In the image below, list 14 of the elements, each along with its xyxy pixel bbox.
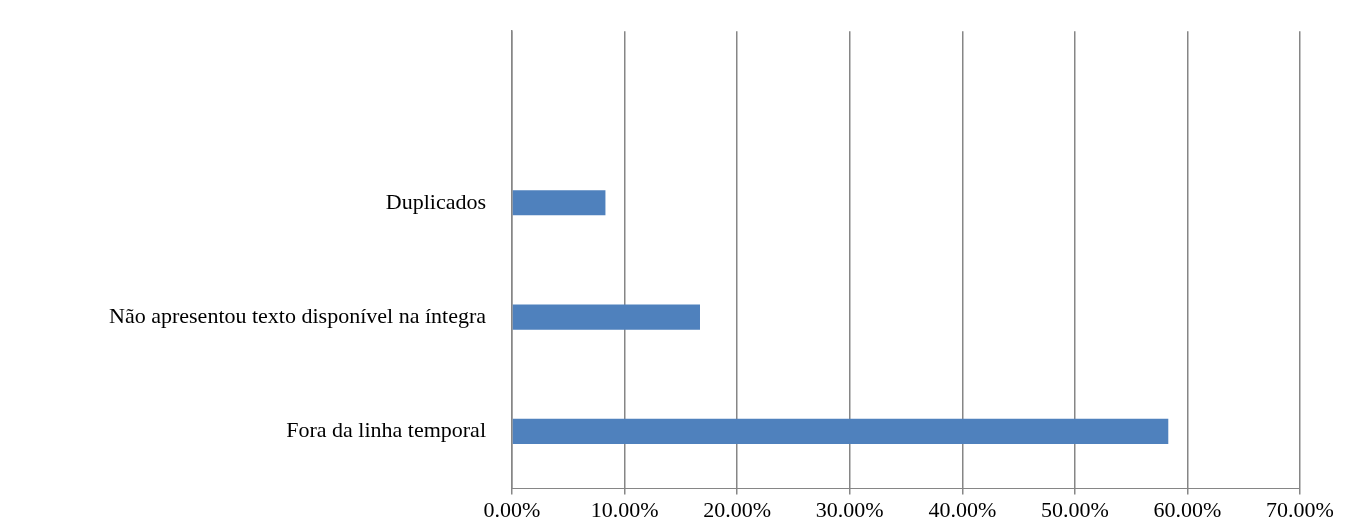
x-tick-label: 70.00% xyxy=(1266,496,1334,522)
bar xyxy=(512,304,700,330)
y-tick-label: Fora da linha temporal xyxy=(286,417,486,443)
x-tick-label: 60.00% xyxy=(1153,496,1222,522)
x-tick-label: 30.00% xyxy=(815,496,884,522)
bar xyxy=(512,190,606,216)
x-tick-label: 50.00% xyxy=(1040,496,1109,522)
y-tick-label: Duplicados xyxy=(385,188,486,214)
x-tick-label: 20.00% xyxy=(703,496,772,522)
x-tick-label: 40.00% xyxy=(928,496,997,522)
bar xyxy=(512,418,1169,444)
x-tick-label: 10.00% xyxy=(590,496,659,522)
y-tick-label: Não apresentou texto disponível na íntegra xyxy=(109,302,487,328)
x-tick-label: 0.00% xyxy=(483,496,541,522)
